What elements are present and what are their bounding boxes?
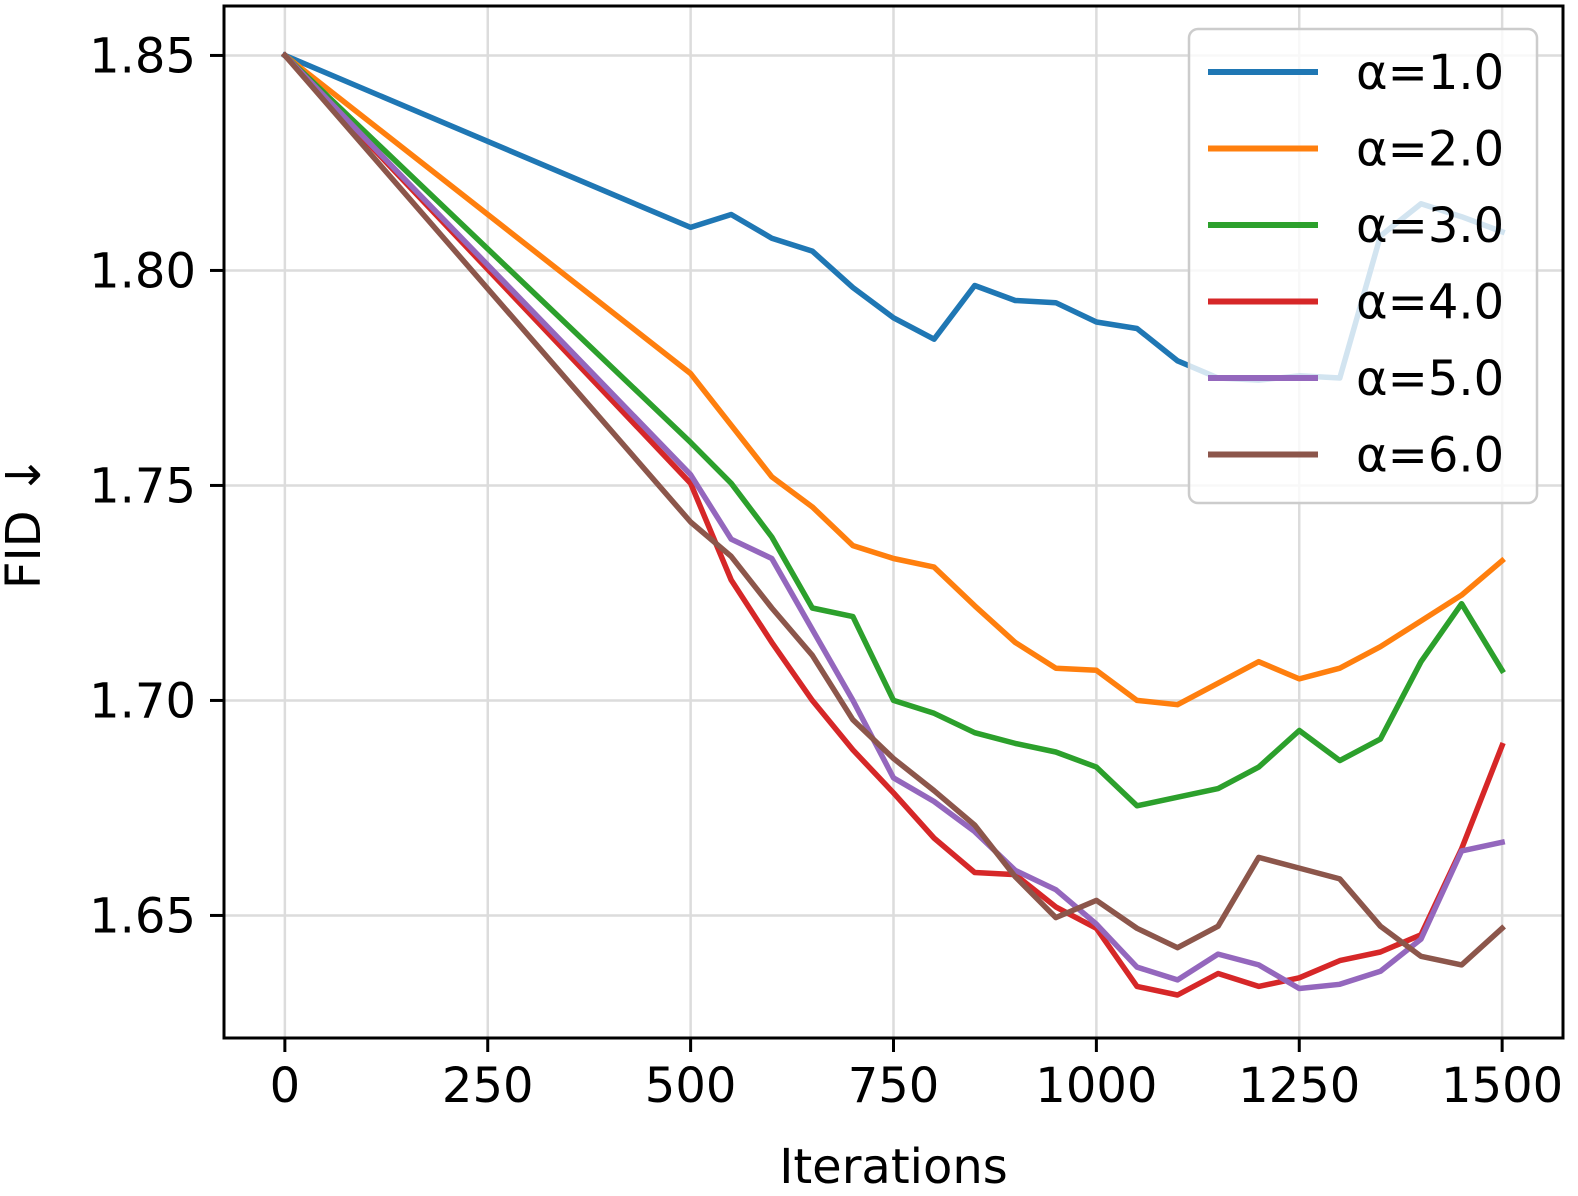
x-tick-label: 1250 bbox=[1238, 1058, 1360, 1114]
legend: α=1.0 α=2.0 α=3.0 α=4.0 α=5.0 α=6.0 bbox=[1187, 27, 1539, 505]
y-tick-label: 1.80 bbox=[89, 243, 196, 299]
x-tick-label: 250 bbox=[442, 1058, 534, 1114]
x-tick-label: 750 bbox=[848, 1058, 940, 1114]
legend-label: α=3.0 bbox=[1356, 198, 1504, 254]
series-line bbox=[281, 51, 1506, 998]
series-line bbox=[281, 51, 1506, 968]
legend-label: α=2.0 bbox=[1356, 122, 1504, 178]
x-tick-label: 0 bbox=[270, 1058, 301, 1114]
legend-label: α=1.0 bbox=[1356, 45, 1504, 101]
y-tick-label: 1.85 bbox=[89, 28, 196, 84]
x-tick-label: 1000 bbox=[1035, 1058, 1157, 1114]
x-axis-label: Iterations bbox=[779, 1139, 1008, 1195]
axis-ticks: 0 250 500 750 1000 1250 1500 1.65 1.70 1.75 1.80 1.… bbox=[89, 28, 1563, 1114]
series-line bbox=[281, 51, 1506, 708]
y-tick-label: 1.65 bbox=[89, 888, 196, 944]
x-tick-label: 1500 bbox=[1441, 1058, 1563, 1114]
y-tick-label: 1.70 bbox=[89, 673, 196, 729]
legend-label: α=4.0 bbox=[1356, 275, 1504, 331]
y-tick-label: 1.75 bbox=[89, 458, 196, 514]
legend-label: α=5.0 bbox=[1356, 351, 1504, 407]
y-axis-label: FID ↓ bbox=[0, 455, 52, 589]
series-line bbox=[281, 51, 1506, 809]
x-tick-label: 500 bbox=[645, 1058, 737, 1114]
legend-label: α=6.0 bbox=[1356, 428, 1504, 484]
